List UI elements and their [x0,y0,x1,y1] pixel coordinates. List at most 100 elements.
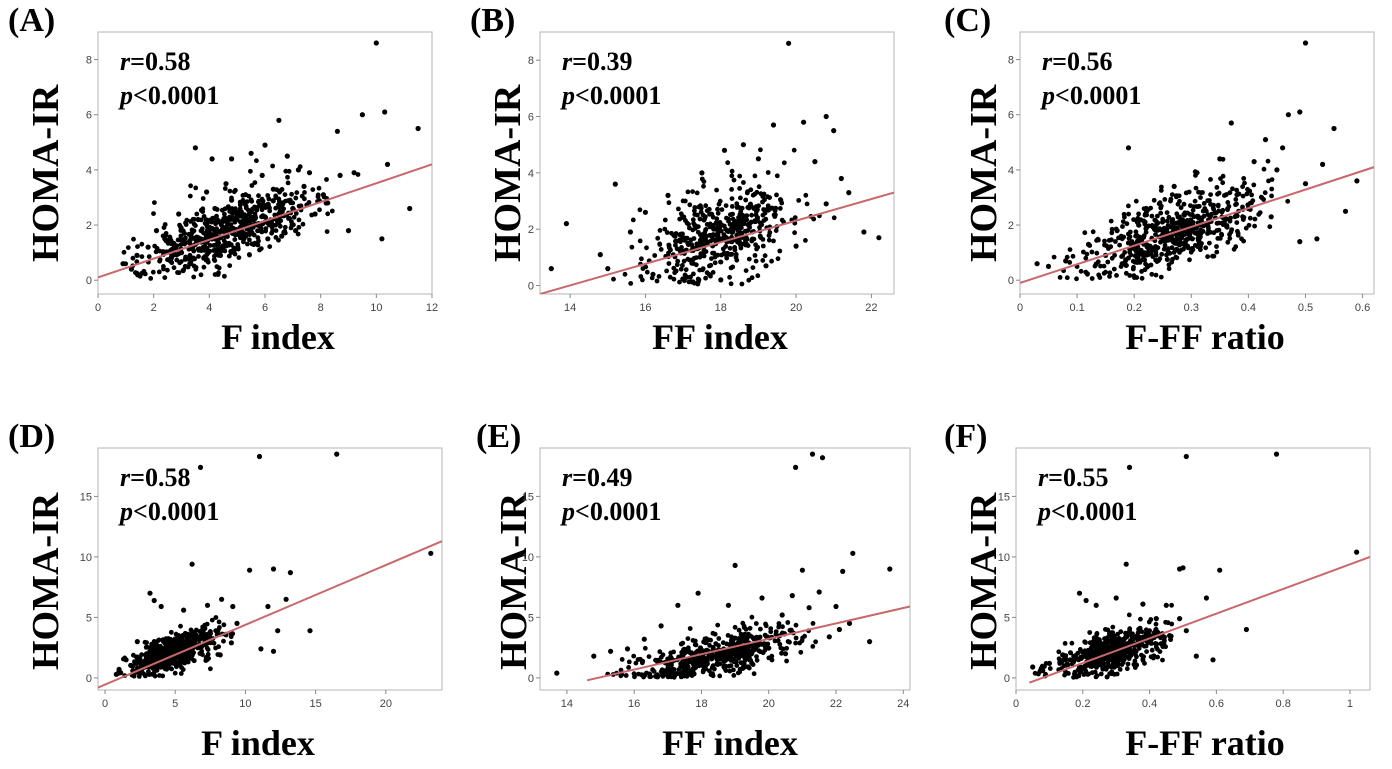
scatter-point [700,177,705,182]
scatter-point [198,237,203,242]
scatter-point [191,275,196,280]
scatter-point [293,228,298,233]
scatter-point [794,623,799,628]
scatter-point [1164,603,1169,608]
scatter-point [611,277,616,282]
scatter-point [271,187,276,192]
scatter-point [1241,239,1246,244]
scatter-point [1119,264,1124,269]
scatter-point [1160,658,1165,663]
x-tick-label: 2 [151,302,157,314]
scatter-point [1127,273,1132,278]
scatter-point [1188,221,1193,226]
scatter-point [172,265,177,270]
scatter-point [192,222,197,227]
scatter-point [233,188,238,193]
scatter-point [1354,178,1359,183]
scatter-point [140,254,145,259]
scatter-point [1127,613,1132,618]
scatter-point [703,637,708,642]
scatter-point [694,255,699,260]
scatter-point [742,624,747,629]
scatter-point [1127,465,1132,470]
scatter-point [1191,208,1196,213]
scatter-point [1224,192,1229,197]
scatter-point [1167,266,1172,271]
scatter-point [1154,273,1159,278]
scatter-point [655,279,660,284]
scatter-point [1251,183,1256,188]
scatter-point [785,620,790,625]
scatter-point [1153,218,1158,223]
scatter-point [184,218,189,223]
scatter-point [1144,644,1149,649]
scatter-point [762,197,767,202]
scatter-point [1140,276,1145,281]
scatter-point [726,603,731,608]
scatter-point [797,641,802,646]
scatter-point [708,638,713,643]
scatter-point [1234,220,1239,225]
scatter-point [805,202,810,207]
scatter-point [776,256,781,261]
scatter-point [682,215,687,220]
x-tick-label: 1 [1347,698,1353,710]
scatter-point [1136,630,1141,635]
x-tick-label: 10 [370,302,382,314]
y-tick-label: 4 [86,165,92,177]
scatter-point [686,636,691,641]
scatter-point [1244,627,1249,632]
scatter-point [1228,219,1233,224]
scatter-point [716,636,721,641]
scatter-point [716,224,721,229]
scatter-point [774,228,779,233]
scatter-point [716,211,721,216]
scatter-point [152,200,157,205]
scatter-point [1094,251,1099,256]
scatter-point [729,252,734,257]
scatter-point [216,230,221,235]
scatter-point [270,164,275,169]
scatter-point [699,210,704,215]
scatter-point [687,280,692,285]
scatter-point [218,253,223,258]
scatter-point [820,455,825,460]
scatter-point [679,664,684,669]
scatter-point [703,214,708,219]
scatter-point [174,632,179,637]
r-value: r=0.49 [562,463,632,492]
scatter-point [778,206,783,211]
scatter-point [296,167,301,172]
scatter-point [1085,252,1090,257]
scatter-point [1126,204,1131,209]
scatter-point [148,653,153,658]
scatter-point [1167,633,1172,638]
scatter-point [1194,186,1199,191]
scatter-point [1065,275,1070,280]
y-tick-label: 0 [528,673,534,685]
scatter-point [199,649,204,654]
scatter-point [212,257,217,262]
scatter-point [757,184,762,189]
scatter-point [751,265,756,270]
scatter-point [1177,199,1182,204]
scatter-point [219,249,224,254]
scatter-point [199,272,204,277]
scatter-point [1119,254,1124,259]
scatter-point [824,114,829,119]
scatter-point [1118,655,1123,660]
y-tick-label: 5 [86,612,92,624]
y-tick-label: 5 [528,612,534,624]
y-tick-label: 6 [1008,110,1014,122]
y-tick-label: 8 [1008,55,1014,67]
scatter-point [1126,256,1131,261]
scatter-point [642,637,647,642]
scatter-point [1083,640,1088,645]
scatter-point [1125,666,1130,671]
scatter-point [824,201,829,206]
scatter-point [1154,645,1159,650]
scatter-point [831,128,836,133]
scatter-point [732,178,737,183]
panel-label: (F) [944,418,987,456]
scatter-point [1040,668,1045,673]
